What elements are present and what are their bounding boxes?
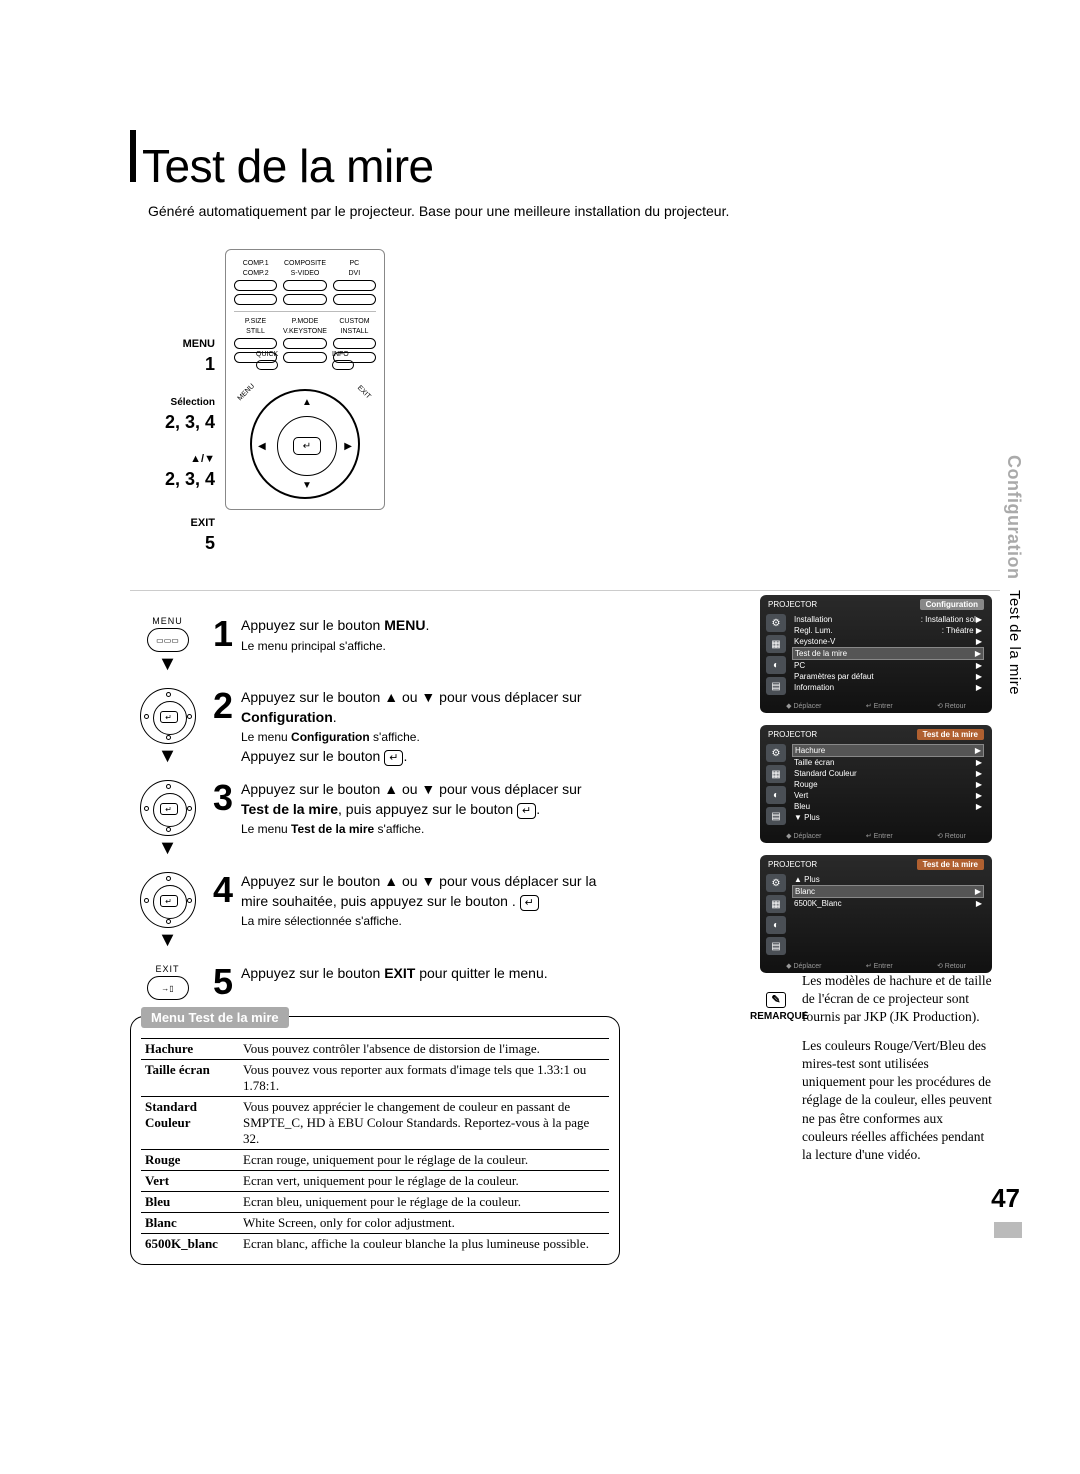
osd-screen: PROJECTORTest de la mire⚙▦◐▤▲ PlusBlanc▶… xyxy=(760,855,992,973)
menu-button-icon: ▭▭▭ xyxy=(147,628,189,652)
title-bar xyxy=(130,130,136,182)
step-number: 5 xyxy=(205,964,241,1000)
menu-box-title: Menu Test de la mire xyxy=(141,1007,289,1028)
step-number: 4 xyxy=(205,872,241,908)
remote-side-labels: MENU1 Sélection2, 3, 4 ▲/▼2, 3, 4 EXIT5 xyxy=(130,249,215,570)
note-icon: ✎ xyxy=(766,992,786,1008)
dpad-icon: ↵ xyxy=(140,688,196,744)
page-title: Test de la mire xyxy=(142,139,434,193)
page-number: 47 xyxy=(991,1183,1020,1214)
remote-diagram: COMP.1COMPOSITEPCCOMP.2S-VIDEODVI P.SIZE… xyxy=(225,249,385,510)
page-number-bar xyxy=(994,1222,1022,1238)
osd-screen: PROJECTORConfiguration⚙▦◐▤Installation: … xyxy=(760,595,992,713)
dpad-icon: ↵ xyxy=(140,872,196,928)
step-number: 3 xyxy=(205,780,241,816)
remark-box: ✎ REMARQUE Les modèles de hachure et de … xyxy=(750,972,992,1174)
side-tab: Configuration Test de la mire xyxy=(1003,455,1024,695)
step-number: 2 xyxy=(205,688,241,724)
subtitle: Généré automatiquement par le projecteur… xyxy=(148,203,1000,219)
menu-test-de-la-mire-box: Menu Test de la mire HachureVous pouvez … xyxy=(130,1016,620,1265)
dpad-icon: ↵ xyxy=(140,780,196,836)
menu-table: HachureVous pouvez contrôler l'absence d… xyxy=(141,1038,609,1254)
step-number: 1 xyxy=(205,616,241,652)
osd-screen: PROJECTORTest de la mire⚙▦◐▤Hachure▶Tail… xyxy=(760,725,992,843)
exit-button-icon: →▯ xyxy=(147,976,189,1000)
